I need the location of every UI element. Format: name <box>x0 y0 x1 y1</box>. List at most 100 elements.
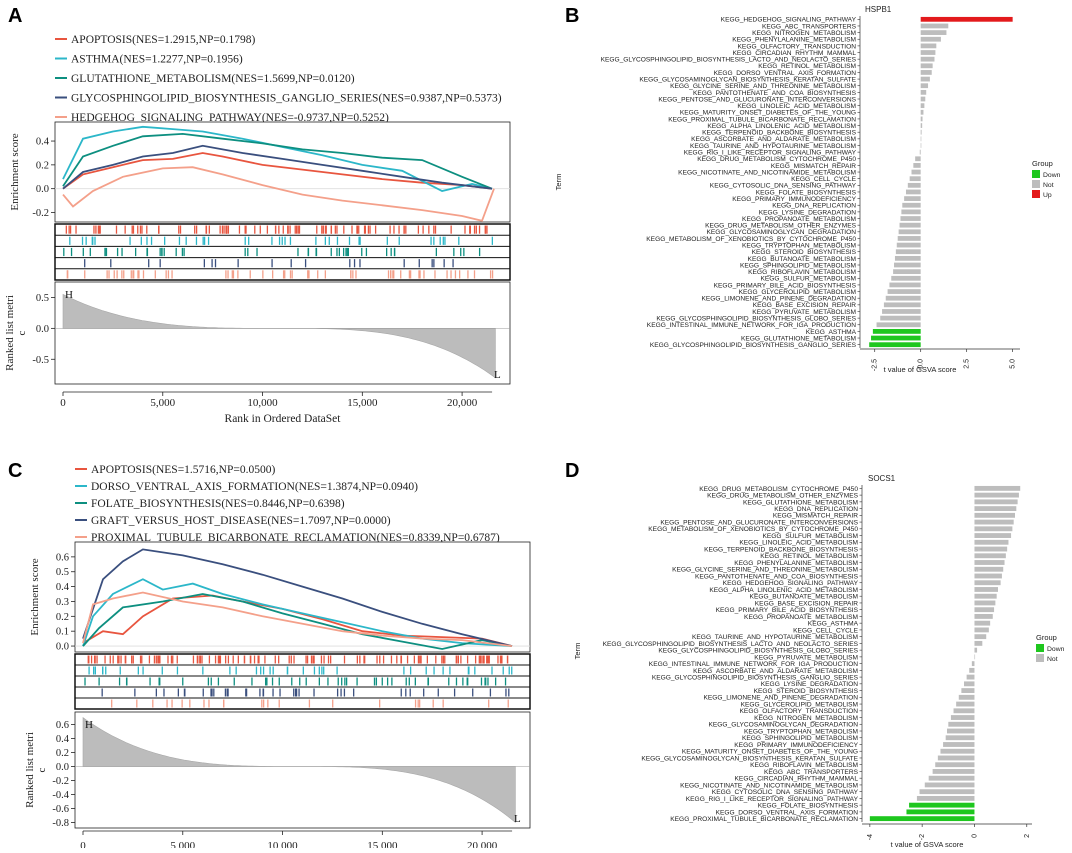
gsva-bar <box>966 674 975 680</box>
gsva-legend-label: Not <box>1043 182 1054 189</box>
gsva-term-label: KEGG_PYRUVATE_METABOLISM <box>752 309 856 316</box>
es-y-tick-label: -0.2 <box>32 208 49 219</box>
gsva-bar <box>935 762 975 768</box>
gsva-legend-title: Group <box>1036 633 1057 642</box>
gsva-term-label: KEGG_PENTOSE_AND_GLUCURONATE_INTERCONVER… <box>658 96 856 103</box>
gsva-term-label: KEGG_GLYCINE_SERINE_AND_THREONINE_METABO… <box>670 83 856 90</box>
gsva-term-label: KEGG_PANTOTHENATE_AND_COA_BIOSYNTHESIS <box>693 90 857 97</box>
gsva-term-label: KEGG_RIBOFLAVIN_METABOLISM <box>750 762 858 769</box>
legend-entry: PROXIMAL_TUBULE_BICARBONATE_RECLAMATION(… <box>91 532 500 544</box>
gsva-term-label: KEGG_DORSO_VENTRAL_AXIS_FORMATION <box>714 70 857 77</box>
gsva-term-label: KEGG_ALPHA_LINOLENIC_ACID_METABOLISM <box>709 587 858 594</box>
gsva-term-label: KEGG_BUTANOATE_METABOLISM <box>750 594 858 601</box>
gsva-bar <box>940 748 975 754</box>
legend: APOPTOSIS(NES=1.5716,NP=0.0500) DORSO_VEN… <box>75 464 500 544</box>
gsva-bar <box>871 335 921 341</box>
gsva-term-label: KEGG_PROPANOATE_METABOLISM <box>744 614 858 621</box>
gsva-bar <box>900 216 921 221</box>
es-y-axis-label: Enrichment score <box>9 133 21 210</box>
gsva-term-label: KEGG_PRIMARY_IMMUNODEFICIENCY <box>734 742 858 749</box>
gsva-term-label: KEGG_METABOLISM_OF_XENOBIOTICS_BY_CYTOCH… <box>648 526 858 533</box>
gsva-x-tick-label: -2.5 <box>872 359 879 371</box>
gsva-term-label: KEGG_SPHINGOLIPID_METABOLISM <box>740 262 856 269</box>
gsva-term-label: KEGG_RIBOFLAVIN_METABOLISM <box>748 269 856 276</box>
es-plot-frame <box>74 541 531 653</box>
panel-letter-d: D <box>565 460 579 482</box>
gsva-bar <box>899 222 921 228</box>
gsva-term-label: KEGG_PANTOTHENATE_AND_COA_BIOSYNTHESIS <box>695 573 859 580</box>
es-plot-frame <box>54 121 511 223</box>
gsva-bar <box>974 627 989 633</box>
legend-entry: GRAFT_VERSUS_HOST_DISEASE(NES=1.7097,NP=… <box>91 515 391 527</box>
rank-y-tick-label: 0.2 <box>56 748 69 759</box>
rank-y-tick-label: -0.4 <box>52 790 69 801</box>
gsva-bar <box>932 769 975 774</box>
gsva-bar <box>895 249 921 255</box>
gsva-bar <box>974 560 1005 565</box>
gsva-bar <box>869 816 975 822</box>
rank-y-axis-label-line: Ranked list metri <box>24 732 36 808</box>
es-y-tick-label: 0.6 <box>56 552 69 563</box>
gsva-term-label: KEGG_HEDGEHOG_SIGNALING_PATHWAY <box>721 17 857 24</box>
gsva-term-label: KEGG_CIRCADIAN_RHYTHM_MAMMAL <box>735 776 859 783</box>
gsva-term-label: KEGG_FOLATE_BIOSYNTHESIS <box>758 803 859 810</box>
gsva-term-label: KEGG_MATURITY_ONSET_DIABETES_OF_THE_YOUN… <box>680 110 856 117</box>
x-tick-label: 15,000 <box>347 397 378 409</box>
gsva-term-label: KEGG_FOLATE_BIOSYNTHESIS <box>756 189 857 196</box>
gsva-term-label: KEGG_DRUG_METABOLISM_CYTOCHROME_P450 <box>699 486 858 493</box>
gsva-term-label: KEGG_PYRUVATE_METABOLISM <box>754 654 858 661</box>
gsva-bar <box>920 89 927 95</box>
es-y-tick-label: 0.4 <box>56 582 70 593</box>
es-y-tick-label: 0.2 <box>56 612 69 623</box>
rank-y-tick-label: 0.6 <box>56 720 69 731</box>
rank-y-axis-label-line: c <box>36 767 48 772</box>
gsva-term-label: KEGG_DRUG_METABOLISM_OTHER_ENZYMES <box>707 493 858 500</box>
gsva-term-label: KEGG_PROXIMAL_TUBULE_BICARBONATE_RECLAMA… <box>668 116 856 123</box>
gsva-bar <box>920 103 925 109</box>
gsva-term-label: KEGG_GLUTATHIONE_METABOLISM <box>741 335 856 342</box>
gsva-term-label: KEGG_PENTOSE_AND_GLUCURONATE_INTERCONVER… <box>660 519 858 526</box>
es-y-tick-label: 0.3 <box>56 597 69 608</box>
gsva-bar <box>943 742 975 747</box>
gsva-bar <box>920 30 947 35</box>
es-y-tick-label: 0.5 <box>56 567 69 578</box>
es-y-tick-label: 0.4 <box>36 137 50 148</box>
gsva-legend-swatch <box>1032 170 1040 178</box>
gsva-bar <box>928 775 975 781</box>
es-curve <box>82 548 513 647</box>
gsva-term-label: KEGG_PRIMARY_BILE_ACID_BIOSYNTHESIS <box>714 282 857 289</box>
gsva-bar <box>898 229 921 235</box>
gsea-panel-a: A APOPTOSIS(NES=1.2915,NP=0.1798) ASTHMA(N… <box>4 5 511 425</box>
gsva-legend-title: Group <box>1032 159 1053 168</box>
gsva-bar <box>974 640 983 646</box>
gsva-title: SOCS1 <box>868 474 896 483</box>
x-tick-label: 15,000 <box>367 840 398 848</box>
x-tick-label: 0 <box>80 840 86 848</box>
gsva-term-label: KEGG_DRUG_METABOLISM_CYTOCHROME_P450 <box>697 156 856 163</box>
gsva-term-label: KEGG_BASE_EXCISION_REPAIR <box>755 600 858 607</box>
gsva-bar <box>920 116 923 122</box>
gsva-bar <box>974 492 1019 498</box>
es-y-tick-label: 0.0 <box>36 184 49 195</box>
gsva-bar <box>920 70 932 75</box>
legend-entry: GLYCOSPHINGOLIPID_BIOSYNTHESIS_GANGLIO_S… <box>71 93 502 105</box>
gsva-bar <box>969 667 975 673</box>
gsva-term-label: KEGG_CIRCADIAN_RHYTHM_MAMMAL <box>733 50 857 57</box>
gsva-term-label: KEGG_MISMATCH_REPAIR <box>773 513 858 520</box>
gsva-bar <box>920 96 926 102</box>
gsva-bar <box>904 196 921 201</box>
gsva-term-label: KEGG_LIMONENE_AND_PINENE_DEGRADATION <box>703 695 858 702</box>
gsva-legend-swatch <box>1032 190 1040 198</box>
gsva-term-label: KEGG_RETINOL_METABOLISM <box>760 553 858 560</box>
gsva-term-label: KEGG_LIMONENE_AND_PINENE_DEGRADATION <box>701 296 856 303</box>
rank-y-tick-label: -0.2 <box>52 776 69 787</box>
gsva-term-label: KEGG_HEDGEHOG_SIGNALING_PATHWAY <box>723 580 859 587</box>
gsva-bar <box>947 728 975 734</box>
gsva-term-label: KEGG_PHENYLALANINE_METABOLISM <box>734 560 858 567</box>
gsva-bar <box>909 802 975 808</box>
gsva-term-label: KEGG_LYSINE_DEGRADATION <box>759 209 856 216</box>
gsva-term-label: KEGG_TRYPTOPHAN_METABOLISM <box>744 728 858 735</box>
gsva-bar <box>920 136 922 142</box>
hit-frame <box>74 653 531 710</box>
